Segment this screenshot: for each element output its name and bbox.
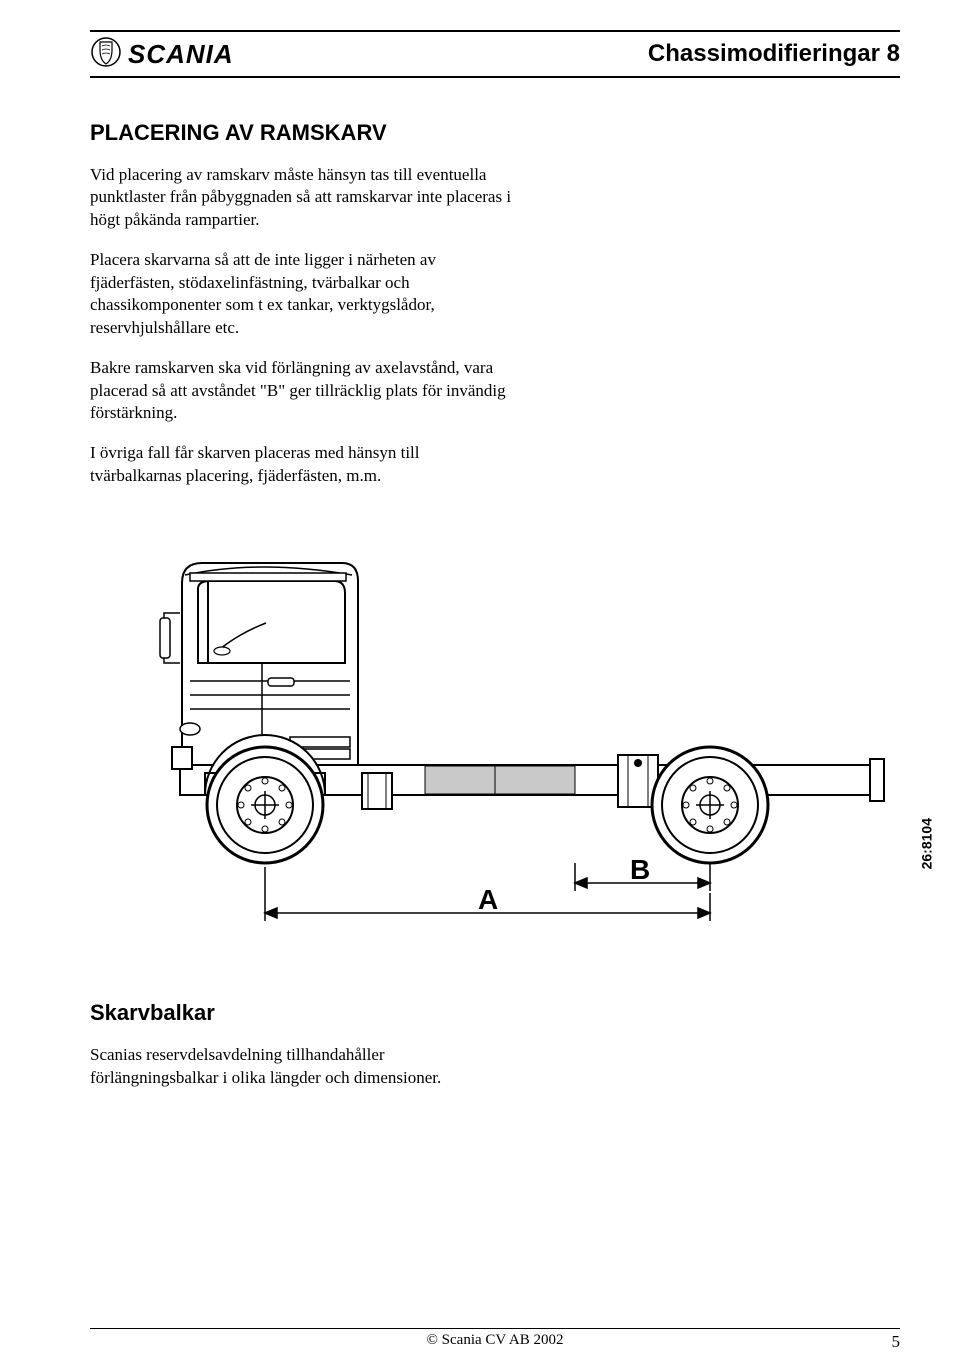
- copyright-text: © Scania CV AB 2002: [427, 1332, 564, 1349]
- svg-text:B: B: [630, 854, 650, 885]
- brand-text: SCANIA: [128, 39, 234, 70]
- page-number: 5: [892, 1332, 901, 1352]
- section2-paragraph: Scanias reservdelsavdelning tillhandahål…: [90, 1044, 511, 1089]
- page-header: SCANIA Chassimodifieringar 8: [90, 30, 900, 78]
- figure-code: 26:8104: [918, 818, 934, 869]
- brand: SCANIA: [90, 36, 234, 73]
- paragraph-1: Vid placering av ramskarv måste hänsyn t…: [90, 164, 511, 231]
- section2-heading: Skarvbalkar: [90, 1000, 511, 1026]
- paragraph-4: I övriga fall får skarven placeras med h…: [90, 442, 511, 487]
- section-title: Chassimodifieringar 8: [648, 40, 900, 68]
- svg-text:A: A: [478, 884, 498, 915]
- truck-figure: B A 26:8104: [90, 523, 900, 928]
- page-heading: PLACERING AV RAMSKARV: [90, 120, 511, 146]
- main-content: PLACERING AV RAMSKARV Vid placering av r…: [90, 120, 511, 487]
- section-skarvbalkar: Skarvbalkar Scanias reservdelsavdelning …: [90, 1000, 511, 1089]
- brand-crest-icon: [90, 36, 122, 73]
- page-footer: © Scania CV AB 2002 5: [0, 1328, 960, 1349]
- paragraph-3: Bakre ramskarven ska vid förlängning av …: [90, 357, 511, 424]
- paragraph-2: Placera skarvarna så att de inte ligger …: [90, 249, 511, 339]
